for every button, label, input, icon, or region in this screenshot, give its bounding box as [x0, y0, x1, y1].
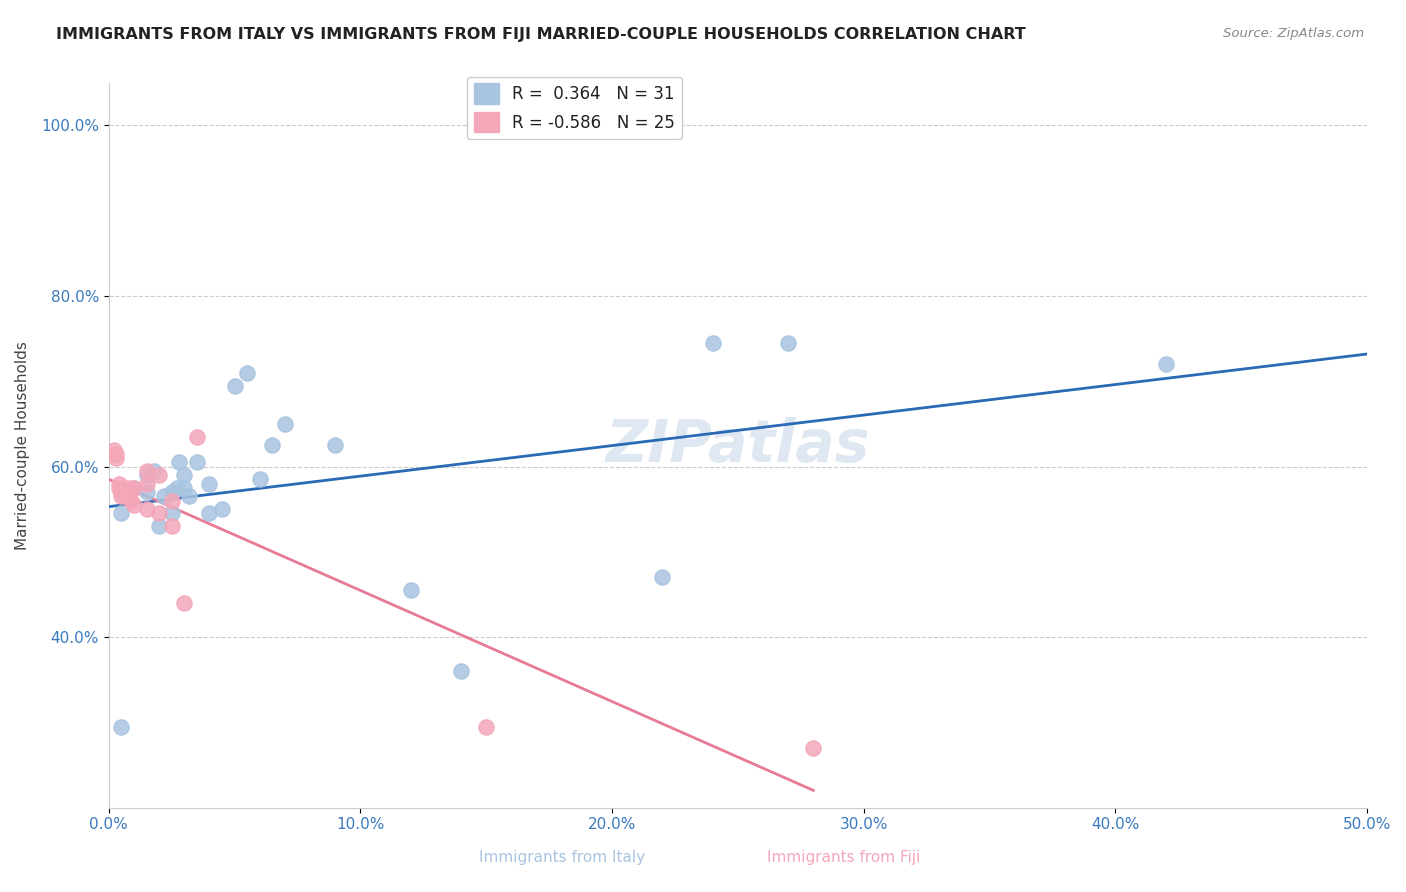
Text: Immigrants from Italy: Immigrants from Italy — [479, 850, 645, 865]
Point — [105, 447, 128, 461]
Point — [110, 490, 132, 504]
Point — [108, 481, 131, 495]
Point — [323, 438, 346, 452]
Point — [274, 417, 297, 431]
Point — [249, 472, 271, 486]
Point — [179, 490, 201, 504]
Point — [110, 720, 132, 734]
Point — [224, 378, 246, 392]
Text: IMMIGRANTS FROM ITALY VS IMMIGRANTS FROM FIJI MARRIED-COUPLE HOUSEHOLDS CORRELAT: IMMIGRANTS FROM ITALY VS IMMIGRANTS FROM… — [56, 27, 1026, 42]
Point — [702, 335, 724, 350]
Point — [135, 468, 157, 483]
Point — [110, 485, 132, 500]
Point — [148, 507, 170, 521]
Point — [153, 490, 176, 504]
Point — [103, 442, 125, 457]
Point — [1154, 357, 1177, 371]
Point — [118, 481, 141, 495]
Point — [122, 498, 145, 512]
Point — [135, 502, 157, 516]
Point — [450, 665, 472, 679]
Point — [262, 438, 284, 452]
Point — [108, 476, 131, 491]
Point — [121, 493, 143, 508]
Point — [166, 481, 188, 495]
Text: Source: ZipAtlas.com: Source: ZipAtlas.com — [1223, 27, 1364, 40]
Point — [651, 570, 673, 584]
Point — [160, 485, 183, 500]
Point — [160, 519, 183, 533]
Point — [475, 720, 498, 734]
Point — [135, 464, 157, 478]
Point — [236, 366, 259, 380]
Point — [148, 519, 170, 533]
Point — [399, 583, 422, 598]
Point — [122, 481, 145, 495]
Point — [198, 476, 221, 491]
Point — [115, 490, 138, 504]
Point — [118, 490, 141, 504]
Point — [112, 481, 135, 495]
Text: ZIPatlas: ZIPatlas — [606, 417, 870, 474]
Point — [122, 481, 145, 495]
Point — [211, 502, 233, 516]
Point — [135, 476, 157, 491]
Point — [105, 451, 128, 466]
Point — [173, 468, 195, 483]
Point — [198, 507, 221, 521]
Point — [169, 455, 191, 469]
Point — [173, 596, 195, 610]
Point — [160, 507, 183, 521]
Point — [135, 485, 157, 500]
Point — [173, 481, 195, 495]
Y-axis label: Married-couple Households: Married-couple Households — [15, 341, 30, 549]
Text: Immigrants from Fiji: Immigrants from Fiji — [766, 850, 921, 865]
Point — [186, 455, 208, 469]
Point — [160, 493, 183, 508]
Point — [143, 464, 166, 478]
Point — [186, 430, 208, 444]
Point — [801, 741, 824, 756]
Legend: R =  0.364   N = 31, R = -0.586   N = 25: R = 0.364 N = 31, R = -0.586 N = 25 — [467, 77, 682, 139]
Point — [148, 468, 170, 483]
Point — [778, 335, 800, 350]
Point — [110, 507, 132, 521]
